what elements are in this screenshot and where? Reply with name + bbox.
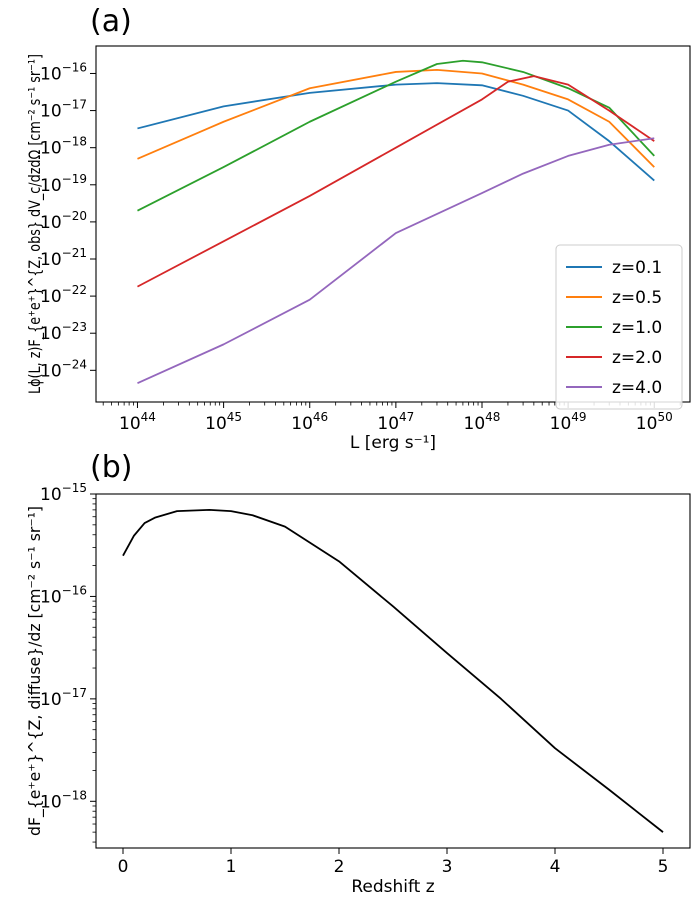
series-line-z4.0 [137,137,655,385]
legend-entry: z=0.1 [612,258,662,278]
legend-entry: z=1.0 [612,318,662,338]
x-axis-label: L [erg s⁻¹] [350,433,436,453]
y-tick-label: 10−22 [40,283,87,307]
legend-entry: z=4.0 [612,378,662,398]
x-tick-label: 1047 [377,410,414,434]
y-axis-label: dF_{e⁺e⁺}^{Z, diffuse}/dz [cm⁻² s⁻¹ sr⁻¹… [25,506,45,836]
x-tick-label: 2 [334,857,345,877]
y-tick-label: 10−21 [40,246,87,270]
x-tick-label: 1050 [636,410,673,434]
series-line-z0.1 [137,82,655,182]
series-line-z2.0 [137,75,655,288]
y-tick-label: 10−18 [40,135,87,159]
y-tick-label: 10−16 [40,583,87,607]
panel-b-label: (b) [90,450,133,485]
panel-b: 0 1 2 3 4 5 10−18 10−17 10−16 10−15 Redshift z dF_{… [25,481,691,897]
y-tick-label: 10−18 [40,788,87,812]
legend: z=0.1 z=0.5 z=1.0 z=2.0 z=4.0 [555,244,683,410]
legend-entry: z=2.0 [612,348,662,368]
legend-entry: z=0.5 [612,288,662,308]
x-tick-label: 1049 [550,410,587,434]
legend-box [555,244,683,410]
x-tick-label: 1 [226,857,237,877]
x-tick-label: 0 [118,857,129,877]
series-line-z1.0 [137,59,655,212]
y-tick-label: 10−17 [40,686,87,710]
x-tick-label: 1044 [119,410,156,434]
series-line-diffuse [122,508,664,833]
x-tick-label: 3 [442,857,453,877]
y-tick-label: 10−23 [40,320,87,344]
panel-a: 1044 1045 1046 1047 1048 1049 1050 10−24 10−23 10… [25,45,691,453]
y-tick-label: 10−17 [40,98,87,122]
plot-frame [95,45,691,403]
y-axis-label: Lϕ(L, z)F_{e⁺e⁺}^{Z, obs} dV_c/dzdΩ [cm⁻… [25,54,45,394]
panel-a-label: (a) [90,4,132,39]
series-line-z0.5 [137,68,655,168]
x-tick-label: 4 [550,857,561,877]
y-tick-label: 10−19 [40,172,87,196]
plot-frame [95,493,691,849]
y-tick-label: 10−16 [40,60,87,84]
x-tick-label: 5 [658,857,669,877]
x-tick-label: 1048 [464,410,501,434]
x-axis-label: Redshift z [351,877,434,897]
x-tick-label: 1045 [205,410,242,434]
y-tick-label: 10−24 [40,357,87,381]
x-tick-label: 1046 [291,410,328,434]
y-tick-label: 10−15 [40,481,87,505]
y-tick-label: 10−20 [40,209,87,233]
